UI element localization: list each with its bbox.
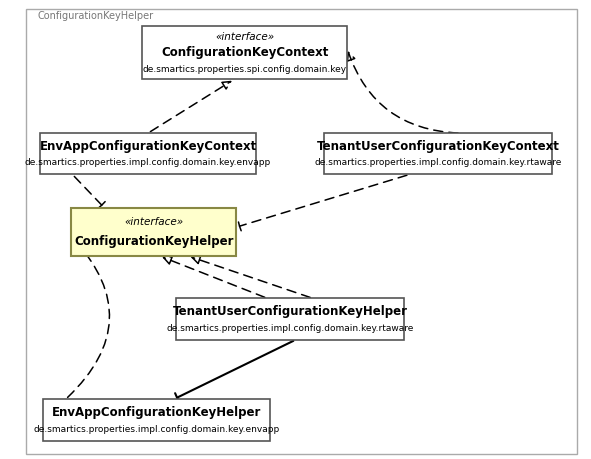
Text: TenantUserConfigurationKeyHelper: TenantUserConfigurationKeyHelper	[173, 305, 408, 318]
Text: EnvAppConfigurationKeyHelper: EnvAppConfigurationKeyHelper	[52, 406, 261, 419]
Text: EnvAppConfigurationKeyContext: EnvAppConfigurationKeyContext	[40, 140, 256, 153]
Text: de.smartics.properties.impl.config.domain.key.rtaware: de.smartics.properties.impl.config.domai…	[314, 158, 561, 168]
Bar	[43, 399, 270, 441]
Text: ConfigurationKeyHelper: ConfigurationKeyHelper	[37, 11, 153, 22]
Text: «interface»: «interface»	[124, 217, 183, 227]
Bar	[324, 133, 552, 174]
Text: de.smartics.properties.spi.config.domain.key: de.smartics.properties.spi.config.domain…	[142, 65, 347, 74]
Text: de.smartics.properties.impl.config.domain.key.envapp: de.smartics.properties.impl.config.domai…	[34, 425, 280, 434]
Text: ConfigurationKeyContext: ConfigurationKeyContext	[161, 46, 329, 59]
Bar	[142, 27, 347, 79]
Text: de.smartics.properties.impl.config.domain.key.rtaware: de.smartics.properties.impl.config.domai…	[167, 324, 414, 333]
Bar	[72, 207, 236, 256]
Text: «interface»: «interface»	[215, 32, 274, 42]
Bar	[177, 298, 404, 340]
Text: ConfigurationKeyHelper: ConfigurationKeyHelper	[74, 235, 233, 248]
Bar	[40, 133, 256, 174]
Text: TenantUserConfigurationKeyContext: TenantUserConfigurationKeyContext	[317, 140, 560, 153]
Text: de.smartics.properties.impl.config.domain.key.envapp: de.smartics.properties.impl.config.domai…	[25, 158, 271, 168]
